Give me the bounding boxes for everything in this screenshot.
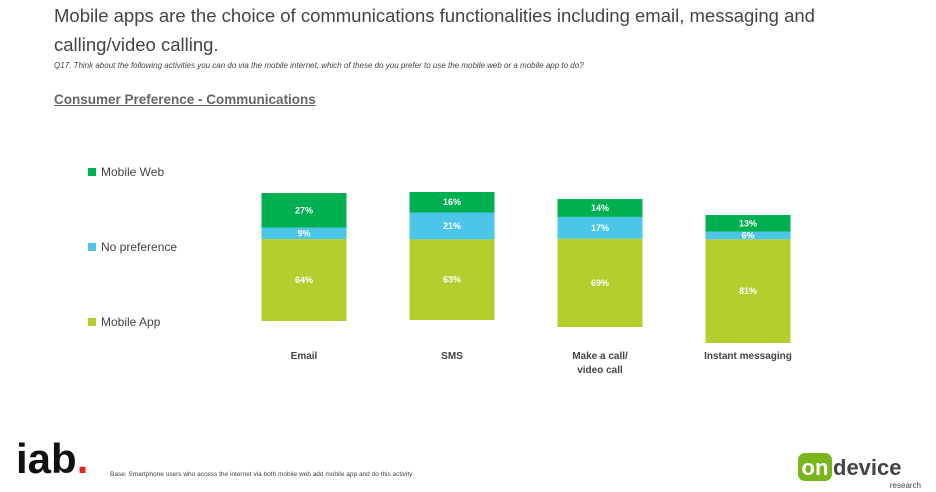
data-label-mobile-app-email: 64% — [295, 275, 313, 285]
bar-no-preference-sms — [409, 212, 495, 240]
legend-swatch-mobile-web — [88, 168, 96, 176]
legend-label-no-preference: No preference — [101, 240, 177, 254]
category-label-make-a-call-video-call-line-1: Make a call/ — [572, 351, 628, 362]
bar-mobile-web-make-a-call-video-call — [557, 199, 643, 217]
base-note: Base: Smartphone users who access the in… — [110, 471, 413, 478]
chart-subtitle: Consumer Preference - Communications — [54, 92, 316, 107]
bar-no-preference-email — [261, 227, 347, 240]
bar-mobile-app-sms — [409, 239, 495, 320]
category-label-sms: SMS — [441, 351, 463, 362]
data-label-mobile-app-sms: 63% — [443, 275, 461, 285]
data-label-mobile-web-email: 27% — [295, 205, 313, 215]
data-label-mobile-web-sms: 16% — [443, 197, 461, 207]
data-label-mobile-app-instant-messaging: 81% — [739, 286, 757, 296]
data-label-mobile-app-make-a-call-video-call: 69% — [591, 278, 609, 288]
svg-text:on: on — [802, 455, 829, 480]
legend-swatch-mobile-app — [88, 318, 96, 326]
svg-text:device: device — [833, 455, 902, 480]
legend-label-mobile-web: Mobile Web — [101, 165, 164, 179]
data-label-no-preference-sms: 21% — [443, 221, 461, 231]
bar-no-preference-make-a-call-video-call — [557, 216, 643, 239]
category-label-email: Email — [291, 351, 318, 362]
svg-text:iab.: iab. — [16, 435, 88, 481]
survey-question: Q17. Think about the following activitie… — [54, 61, 584, 70]
bar-mobile-app-instant-messaging — [705, 239, 791, 343]
data-label-no-preference-make-a-call-video-call: 17% — [591, 223, 609, 233]
data-label-no-preference-email: 9% — [297, 228, 310, 238]
ondevice-logo: on device research — [798, 453, 921, 490]
category-label-make-a-call-video-call-line-2: video call — [577, 365, 623, 376]
bar-mobile-web-instant-messaging — [705, 215, 791, 232]
data-label-mobile-web-make-a-call-video-call: 14% — [591, 203, 609, 213]
iab-logo: iab. — [16, 435, 88, 481]
bar-mobile-app-email — [261, 239, 347, 321]
legend-label-mobile-app: Mobile App — [101, 315, 161, 329]
bar-mobile-web-sms — [409, 192, 495, 213]
data-label-no-preference-instant-messaging: 6% — [741, 230, 754, 240]
bar-mobile-web-email — [261, 193, 347, 228]
bar-mobile-app-make-a-call-video-call — [557, 238, 643, 327]
headline: Mobile apps are the choice of communicat… — [54, 5, 815, 55]
svg-text:research: research — [890, 481, 921, 490]
bar-no-preference-instant-messaging — [705, 231, 791, 240]
data-label-mobile-web-instant-messaging: 13% — [739, 218, 757, 228]
category-label-instant-messaging: Instant messaging — [704, 351, 792, 362]
legend-swatch-no-preference — [88, 243, 96, 251]
